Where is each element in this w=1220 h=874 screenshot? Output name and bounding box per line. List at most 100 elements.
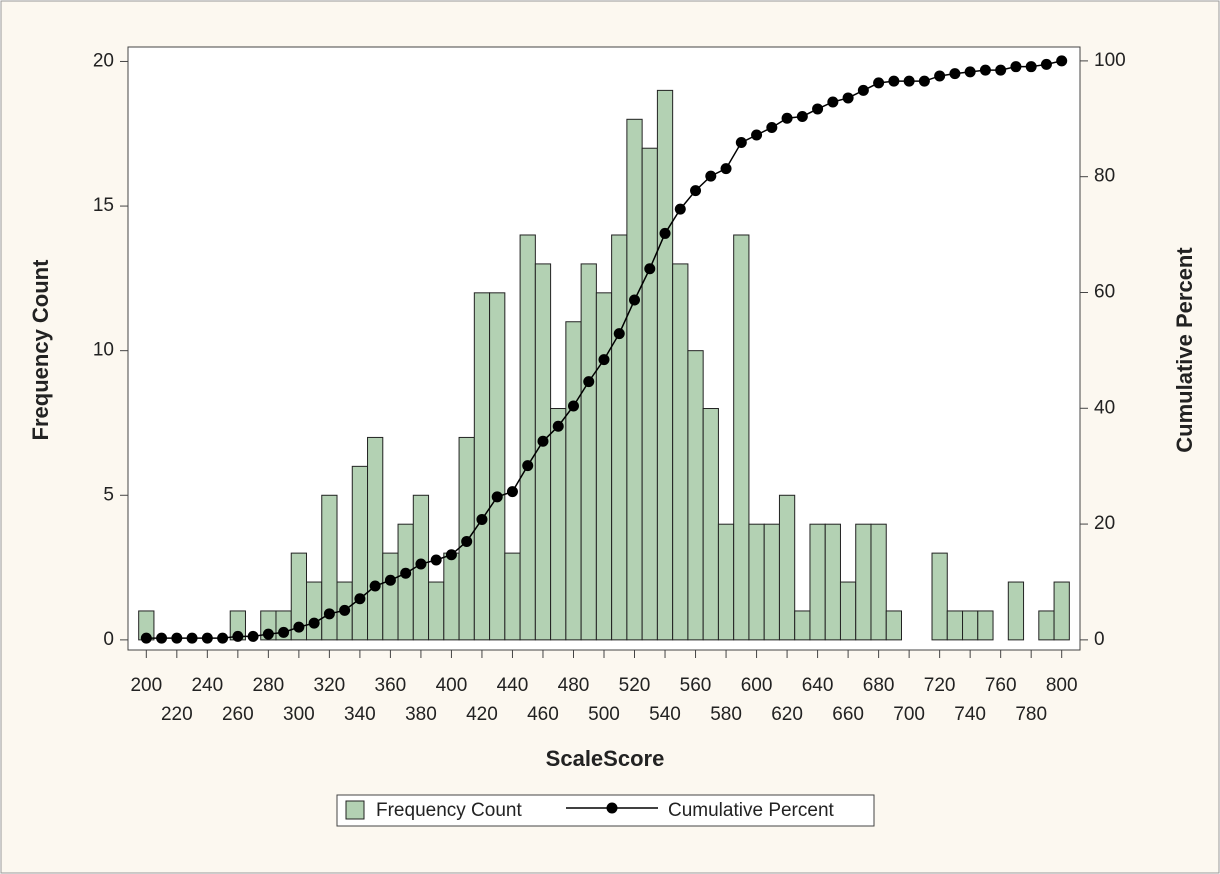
line-marker [842,92,854,104]
line-marker [522,460,534,472]
bar [321,494,338,641]
line-marker [491,491,503,503]
legend-label: Frequency Count [376,800,522,821]
line-marker [384,574,396,586]
x-tick-label: 380 [405,704,437,725]
bar [855,523,872,641]
line-marker [171,632,183,644]
line-marker [598,354,610,366]
bar [763,523,780,641]
line-marker [156,632,168,644]
y-tick-label: 10 [93,340,114,361]
line-marker [766,121,778,133]
bar [656,89,674,641]
bar [977,610,994,641]
legend-marker [606,802,618,814]
line-marker [217,632,229,644]
line-marker [1056,55,1068,67]
x-tick-label: 700 [893,704,925,725]
x-tick-label: 800 [1046,675,1078,696]
line-marker [186,632,198,644]
x-tick-label: 780 [1015,704,1047,725]
y-axis-label: Frequency Count [28,259,53,441]
legend-box [336,794,875,827]
x-tick-label: 320 [314,675,346,696]
bar [367,436,384,641]
x-tick-label: 760 [985,675,1017,696]
line-marker [476,513,488,525]
x-axis-label: ScaleScore [546,746,665,771]
bar [794,610,811,641]
line-marker [613,328,625,340]
line-marker [583,376,595,388]
bar [733,234,750,641]
x-tick-label: 240 [191,675,223,696]
x-tick-label: 360 [375,675,407,696]
line-marker [247,630,259,642]
bar [962,610,979,641]
y2-axis-label: Cumulative Percent [1172,247,1197,453]
line-marker [644,263,656,275]
bar [702,408,719,641]
y2-tick-label: 60 [1094,282,1115,303]
y-tick-label: 20 [93,50,114,71]
bar [534,263,552,641]
x-tick-label: 480 [558,675,590,696]
bar [351,465,369,641]
bar [611,234,628,641]
line-marker [995,64,1007,76]
line-marker [293,621,305,633]
line-marker [567,400,579,412]
bar [748,523,765,641]
line-marker [354,593,366,605]
bar [550,408,567,641]
x-tick-label: 740 [954,704,986,725]
bar [626,118,643,641]
bar [687,350,704,641]
x-tick-label: 460 [527,704,559,725]
line-marker [1040,58,1052,70]
y2-tick-label: 20 [1094,513,1115,534]
line-marker [964,66,976,78]
bar [306,581,323,641]
bar [565,321,582,641]
x-tick-label: 220 [161,704,193,725]
line-marker [674,203,686,215]
bar [824,523,841,641]
line-marker [857,84,869,96]
line-marker [308,617,320,629]
bar [839,581,857,641]
bar [870,523,887,641]
line-marker [751,129,763,141]
x-tick-label: 420 [466,704,498,725]
line-marker [400,567,412,579]
line-marker [903,75,915,87]
line-marker [552,420,564,432]
line-marker [278,626,290,638]
x-tick-label: 400 [436,675,468,696]
y2-tick-label: 40 [1094,397,1115,418]
x-tick-label: 200 [130,675,162,696]
line-marker [445,549,457,561]
line-marker [430,554,442,566]
bar [397,523,414,641]
x-tick-label: 520 [619,675,651,696]
line-marker [827,96,839,108]
bar [1038,610,1055,641]
x-tick-label: 260 [222,704,254,725]
bar [489,292,506,641]
line-marker [140,632,152,644]
line-marker [537,435,549,447]
bar [428,581,445,641]
line-marker [369,580,381,592]
bar [382,552,399,641]
legend-label: Cumulative Percent [668,800,835,821]
x-tick-label: 620 [771,704,803,725]
line-marker [506,486,518,498]
line-marker [720,163,732,175]
bar [946,610,964,641]
bar [580,263,597,641]
y-tick-label: 15 [93,195,114,216]
